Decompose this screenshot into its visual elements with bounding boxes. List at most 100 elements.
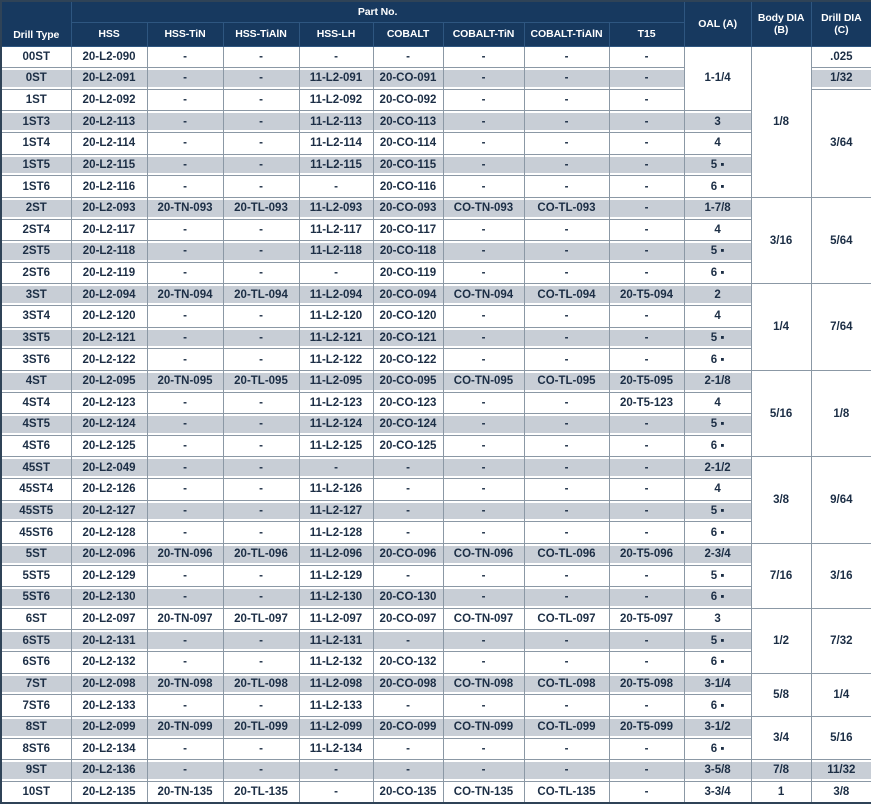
col-header-cobalt-tialn: COBALT-TiAlN [523,21,610,47]
drill-type-cell: 1ST [0,88,72,112]
part-no-cell: - [608,564,685,588]
part-no-cell: - [146,694,224,717]
part-no-cell: 20-TN-095 [146,369,224,393]
part-no-cell: - [523,478,610,501]
part-no-cell: - [222,456,300,479]
part-no-cell: CO-TN-095 [442,369,525,393]
drill-type-cell: 45ST [0,456,72,479]
part-no-cell: 20-L2-134 [70,737,148,761]
part-no-cell: 20-CO-122 [372,348,444,371]
part-no-cell: 20-TN-093 [146,196,224,220]
part-no-cell: - [222,694,300,717]
part-no-cell: - [372,694,444,717]
part-no-cell: 20-T5-123 [608,391,685,415]
part-no-cell: 20-CO-132 [372,651,444,674]
part-no-cell: - [372,478,444,501]
part-no-cell: - [372,629,444,652]
part-no-cell: - [298,261,374,285]
drill-dia-cell: 3/8 [810,780,871,804]
table-row: 6ST6 20-L2-132- -11-L2-132 20-CO-132- - -6 ▪ [0,651,871,674]
part-no-cell: - [523,261,610,285]
oal-cell: 6 ▪ [683,737,752,761]
body-dia-cell: 3/16 [750,196,812,285]
oal-cell: 3-5/8 [683,759,752,782]
part-no-cell: - [523,737,610,761]
part-no-cell: - [146,478,224,501]
part-no-cell: 20-L2-096 [70,542,148,566]
part-no-cell: 11-L2-134 [298,737,374,761]
part-no-cell: - [146,434,224,458]
part-no-cell: 11-L2-092 [298,88,374,112]
part-no-cell: - [442,586,525,609]
oal-cell: 3 [683,110,752,133]
part-no-cell: - [442,88,525,112]
drill-type-cell: 45ST5 [0,499,72,523]
part-no-cell: - [146,110,224,133]
table-row: 1ST3 20-L2-113- -11-L2-113 20-CO-113- - -3 [0,110,871,133]
part-no-cell: - [523,391,610,415]
drill-type-cell: 2ST6 [0,261,72,285]
drill-type-cell: 2ST4 [0,218,72,242]
drill-dia-cell: 5/64 [810,196,871,285]
part-no-cell: 20-CO-117 [372,218,444,242]
part-no-cell: 20-L2-113 [70,110,148,133]
part-no-cell: 20-L2-099 [70,715,148,739]
part-no-cell: 20-L2-133 [70,694,148,717]
part-no-cell: - [222,586,300,609]
part-no-cell: - [442,175,525,198]
col-header-body-dia: Body DIA (B) [750,0,812,47]
table-row: 5ST5 20-L2-129- -11-L2-129- - - -5 ▪ [0,564,871,588]
part-no-cell: 11-L2-113 [298,110,374,133]
part-no-cell: - [608,305,685,328]
oal-cell: 4 [683,478,752,501]
part-no-cell: 20-L2-049 [70,456,148,479]
part-no-cell: - [442,478,525,501]
oal-cell: 6 ▪ [683,586,752,609]
drill-dia-cell: .025 [810,45,871,69]
drill-type-cell: 0ST [0,67,72,90]
part-no-cell: 11-L2-124 [298,413,374,436]
part-no-cell: 20-TN-094 [146,283,224,306]
drill-dia-cell: 3/16 [810,542,871,609]
part-no-cell: 20-L2-090 [70,45,148,69]
part-no-cell: 20-L2-128 [70,521,148,544]
part-no-cell: 20-L2-117 [70,218,148,242]
part-no-cell: - [222,240,300,263]
part-no-cell: - [523,153,610,177]
part-no-cell: - [608,521,685,544]
part-no-cell: - [372,564,444,588]
table-row: 4ST5 20-L2-124- -11-L2-124 20-CO-124- - -5 ▪ [0,413,871,436]
table-row: 2ST5 20-L2-118- -11-L2-118 20-CO-118- - -5 ▪ [0,240,871,263]
part-no-cell: - [523,175,610,198]
part-no-cell: - [523,586,610,609]
col-header-drill-type: Drill Type [0,0,72,47]
part-no-cell: - [608,737,685,761]
part-no-cell: 11-L2-129 [298,564,374,588]
part-no-cell: - [608,240,685,263]
part-no-cell: - [146,175,224,198]
part-no-cell: 11-L2-099 [298,715,374,739]
table-row: 2ST 20-L2-093 20-TN-093 20-TL-093 11-L2-093 2… [0,196,871,285]
drill-type-cell: 3ST5 [0,326,72,350]
part-no-cell: 20-L2-115 [70,153,148,177]
part-no-cell: 20-CO-095 [372,369,444,393]
part-no-cell: 11-L2-097 [298,607,374,631]
part-no-cell: - [298,759,374,782]
part-no-cell: - [372,45,444,69]
table-row: 00ST 20-L2-090- - - - - - -1-1/4 1/8.025 [0,45,871,198]
body-dia-cell: 3/8 [750,456,812,544]
part-no-cell: - [608,434,685,458]
drill-type-cell: 1ST6 [0,175,72,198]
part-no-cell: - [608,629,685,652]
col-header-drill-dia-line1: Drill DIA [821,12,862,25]
oal-cell: 5 ▪ [683,564,752,588]
part-no-cell: - [523,45,610,69]
oal-cell: 5 ▪ [683,326,752,350]
part-no-cell: 20-L2-136 [70,759,148,782]
part-no-cell: - [222,110,300,133]
part-no-cell: 20-TL-099 [222,715,300,739]
drill-dia-cell: 5/16 [810,715,871,761]
part-no-cell: CO-TL-095 [523,369,610,393]
table-row: 2ST4 20-L2-117- -11-L2-117 20-CO-117- - -4 [0,218,871,242]
part-no-cell: - [608,261,685,285]
